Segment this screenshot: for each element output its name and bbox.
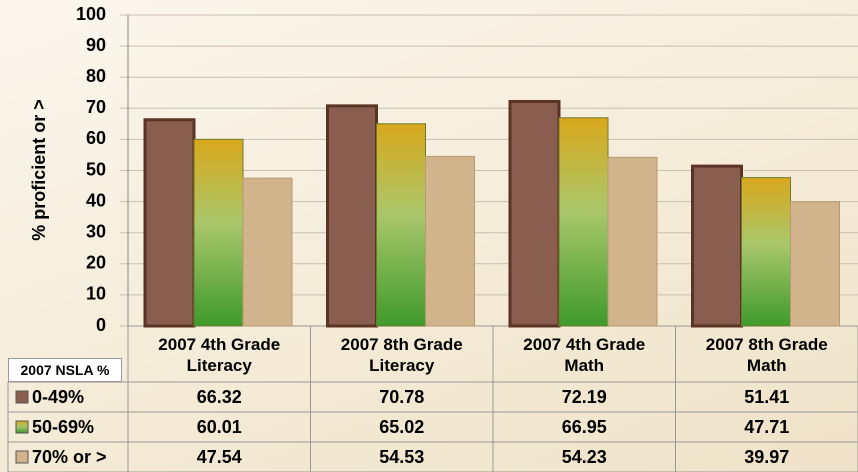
y-axis-label: % proficient or >: [29, 99, 49, 241]
bar: [508, 99, 561, 328]
table-value: 70.78: [379, 387, 424, 407]
legend-label: 0-49%: [32, 387, 84, 407]
legend-label: 70% or >: [32, 447, 107, 467]
legend-swatch: [15, 420, 29, 434]
y-tick-label: 60: [86, 128, 106, 148]
table-value: 66.95: [562, 417, 607, 437]
bar: [242, 177, 293, 327]
bar: [790, 201, 840, 327]
table-value: 66.32: [197, 387, 242, 407]
bar: [558, 117, 609, 327]
bar: [607, 156, 658, 327]
table-value: 47.71: [744, 417, 789, 437]
y-tick-label: 30: [86, 221, 106, 241]
bar: [691, 164, 743, 328]
bar: [376, 123, 426, 327]
y-tick-label: 90: [86, 35, 106, 55]
y-tick-label: 10: [86, 284, 106, 304]
y-tick-label: 70: [86, 97, 106, 117]
bar: [425, 155, 475, 327]
table-value: 39.97: [744, 447, 789, 467]
table-value: 72.19: [562, 387, 607, 407]
legend-swatch: [15, 390, 29, 404]
bar: [326, 104, 378, 328]
legend-label: 50-69%: [32, 417, 94, 437]
table-value: 51.41: [744, 387, 789, 407]
y-tick-label: 20: [86, 253, 106, 273]
table-value: 54.23: [562, 447, 607, 467]
table-value: 60.01: [197, 417, 242, 437]
table-value: 47.54: [197, 447, 242, 467]
table-value: 54.53: [379, 447, 424, 467]
x-tick-label: 2007 8th Grade Math: [705, 335, 828, 375]
y-tick-label: 0: [96, 315, 106, 335]
bar: [143, 118, 196, 328]
y-tick-label: 100: [76, 4, 106, 24]
table-value: 65.02: [379, 417, 424, 437]
legend-swatch: [15, 450, 29, 464]
x-tick-label: 2007 8th Grade Literacy: [340, 335, 463, 375]
y-tick-label: 50: [86, 159, 106, 179]
x-tick-label: 2007 4th Grade Literacy: [158, 335, 281, 375]
y-tick-label: 80: [86, 66, 106, 86]
x-tick-label: 2007 4th Grade Math: [523, 335, 646, 375]
legend-title: 2007 NSLA %: [8, 358, 122, 382]
bar: [741, 177, 791, 327]
bar: [193, 138, 244, 327]
y-tick-label: 40: [86, 190, 106, 210]
